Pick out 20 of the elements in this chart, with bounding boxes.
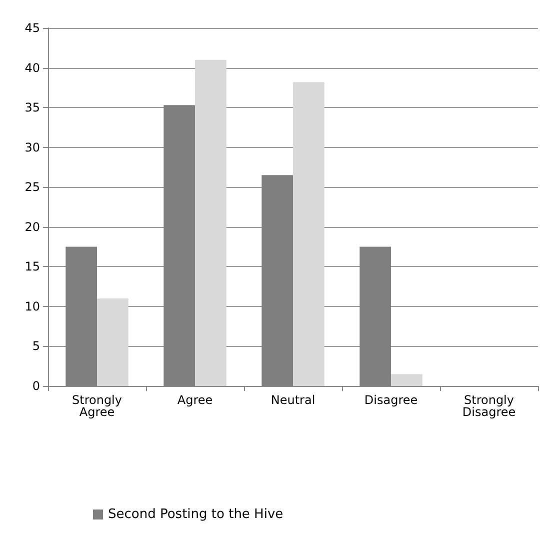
legend-label: Second Posting to the Hive xyxy=(108,507,284,522)
y-tick-label: 10 xyxy=(24,299,40,314)
bar xyxy=(293,82,324,386)
y-tick-label: 30 xyxy=(24,140,40,154)
x-tick-label: Strongly Agree xyxy=(72,393,122,419)
bar xyxy=(97,298,128,386)
y-tick-label: 40 xyxy=(24,60,40,75)
x-tick-label: Neutral xyxy=(270,393,316,407)
y-tick-label: 0 xyxy=(32,379,40,393)
y-tick-label: 20 xyxy=(24,220,40,234)
y-tick-label: 35 xyxy=(24,100,40,115)
x-tick-label: Strongly Disagree xyxy=(462,393,516,419)
bar xyxy=(391,374,422,386)
y-tick-label: 25 xyxy=(24,180,40,194)
y-tick-label: 5 xyxy=(32,339,40,354)
x-tick-label: Disagree xyxy=(364,393,418,407)
y-tick-label: 45 xyxy=(24,21,40,35)
y-tick-label: 15 xyxy=(24,260,40,274)
x-tick-label: Agree xyxy=(177,393,213,407)
bar xyxy=(195,60,226,386)
